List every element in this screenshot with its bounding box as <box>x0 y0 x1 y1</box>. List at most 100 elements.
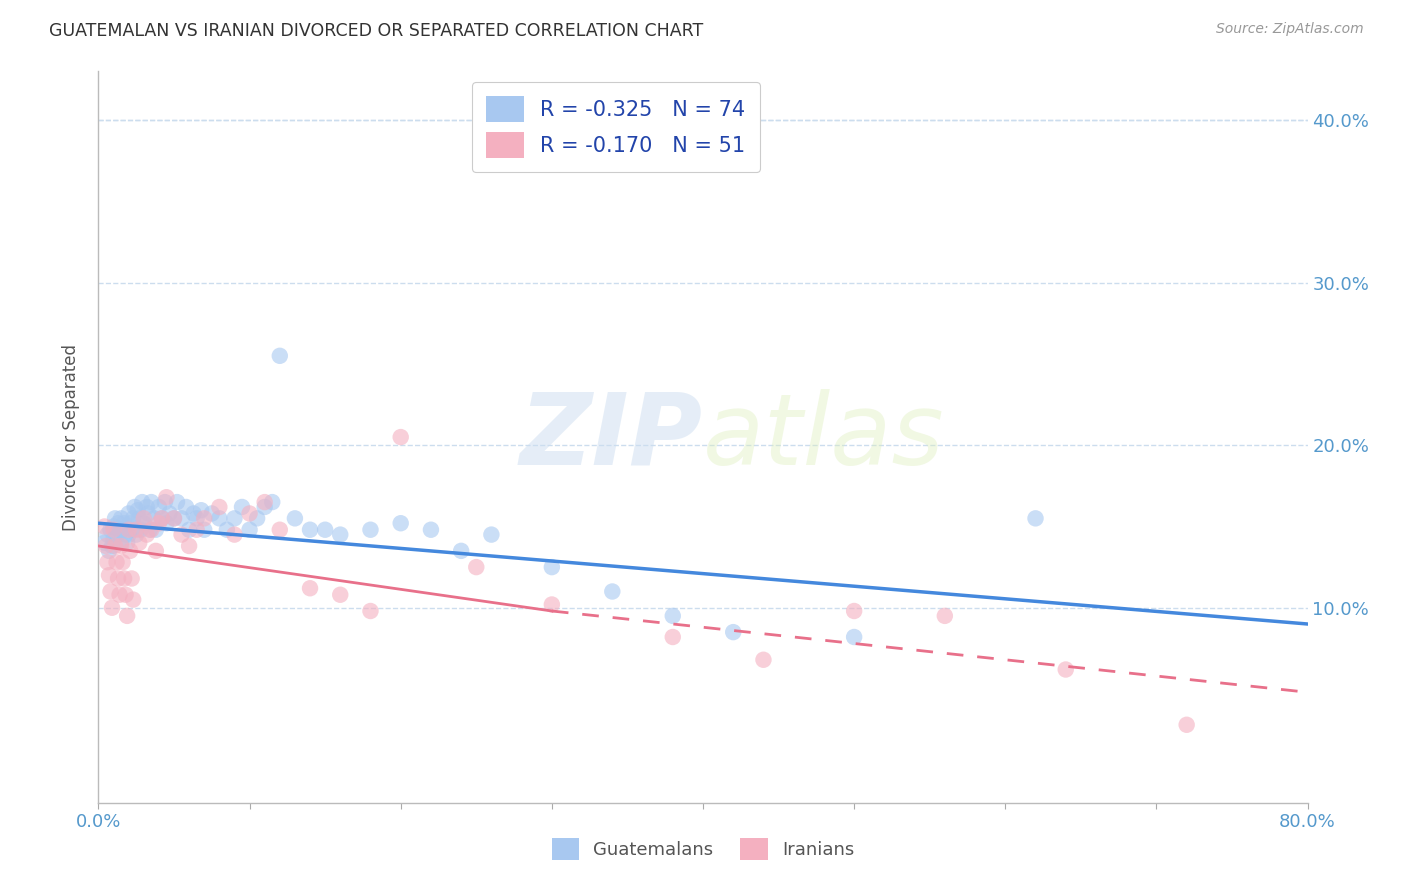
Point <box>150 511 173 525</box>
Point <box>94 539 117 553</box>
Point <box>148 500 170 514</box>
Point <box>135 500 157 514</box>
Point <box>208 511 231 525</box>
Point <box>104 511 127 525</box>
Point <box>239 507 262 521</box>
Point <box>121 572 143 586</box>
Point <box>299 581 322 595</box>
Point <box>145 523 167 537</box>
Text: Source: ZipAtlas.com: Source: ZipAtlas.com <box>1216 22 1364 37</box>
Point <box>118 507 141 521</box>
Point <box>118 523 141 537</box>
Point <box>132 511 155 525</box>
Point <box>166 495 188 509</box>
Point <box>163 511 186 525</box>
Point <box>145 544 167 558</box>
Point <box>125 527 148 541</box>
Point <box>110 511 132 525</box>
Point <box>208 500 231 514</box>
Point <box>284 511 307 525</box>
Point <box>360 604 382 618</box>
Point <box>124 500 146 514</box>
Point <box>224 527 246 541</box>
Point <box>752 653 775 667</box>
Point <box>231 500 253 514</box>
Point <box>420 523 443 537</box>
Point <box>135 527 157 541</box>
Point <box>540 560 562 574</box>
Point <box>239 523 262 537</box>
Point <box>108 523 131 537</box>
Point <box>170 527 193 541</box>
Point <box>143 511 166 525</box>
Point <box>193 523 215 537</box>
Point <box>129 523 152 537</box>
Point <box>111 523 134 537</box>
Point <box>299 523 322 537</box>
Point <box>128 535 150 549</box>
Point <box>112 572 135 586</box>
Point <box>127 503 149 517</box>
Point <box>128 511 150 525</box>
Point <box>114 588 136 602</box>
Point <box>148 516 170 531</box>
Point <box>174 500 197 514</box>
Point <box>186 511 208 525</box>
Point <box>120 516 142 531</box>
Point <box>253 495 276 509</box>
Point <box>723 625 745 640</box>
Point <box>118 527 141 541</box>
Point <box>450 544 472 558</box>
Point <box>190 503 212 517</box>
Point <box>934 608 956 623</box>
Point <box>96 555 118 569</box>
Point <box>540 598 562 612</box>
Point <box>215 523 238 537</box>
Point <box>98 544 121 558</box>
Point <box>186 523 208 537</box>
Point <box>269 523 291 537</box>
Point <box>93 535 115 549</box>
Point <box>602 584 624 599</box>
Point <box>105 555 128 569</box>
Point <box>122 511 145 525</box>
Point <box>1024 511 1046 525</box>
Point <box>844 604 866 618</box>
Point <box>103 523 125 537</box>
Point <box>98 568 121 582</box>
Point <box>105 527 128 541</box>
Point <box>103 519 125 533</box>
Point <box>100 523 122 537</box>
Point <box>107 572 129 586</box>
Point <box>246 511 269 525</box>
Point <box>100 584 122 599</box>
Point <box>465 560 488 574</box>
Point <box>269 349 291 363</box>
Point <box>661 630 683 644</box>
Text: atlas: atlas <box>703 389 945 485</box>
Point <box>101 539 124 553</box>
Point <box>360 523 382 537</box>
Point <box>120 544 142 558</box>
Point <box>262 495 284 509</box>
Point <box>115 535 138 549</box>
Text: ZIP: ZIP <box>520 389 703 485</box>
Point <box>329 527 352 541</box>
Point <box>121 523 143 537</box>
Point <box>1175 718 1198 732</box>
Point <box>193 511 215 525</box>
Point <box>183 507 205 521</box>
Point <box>114 527 136 541</box>
Point <box>389 516 412 531</box>
Point <box>107 516 129 531</box>
Legend: Guatemalans, Iranians: Guatemalans, Iranians <box>544 830 862 867</box>
Point <box>141 495 163 509</box>
Y-axis label: Divorced or Separated: Divorced or Separated <box>62 343 80 531</box>
Point <box>112 516 135 531</box>
Point <box>132 516 155 531</box>
Point <box>481 527 503 541</box>
Point <box>108 588 131 602</box>
Point <box>163 511 186 525</box>
Point <box>844 630 866 644</box>
Point <box>661 608 683 623</box>
